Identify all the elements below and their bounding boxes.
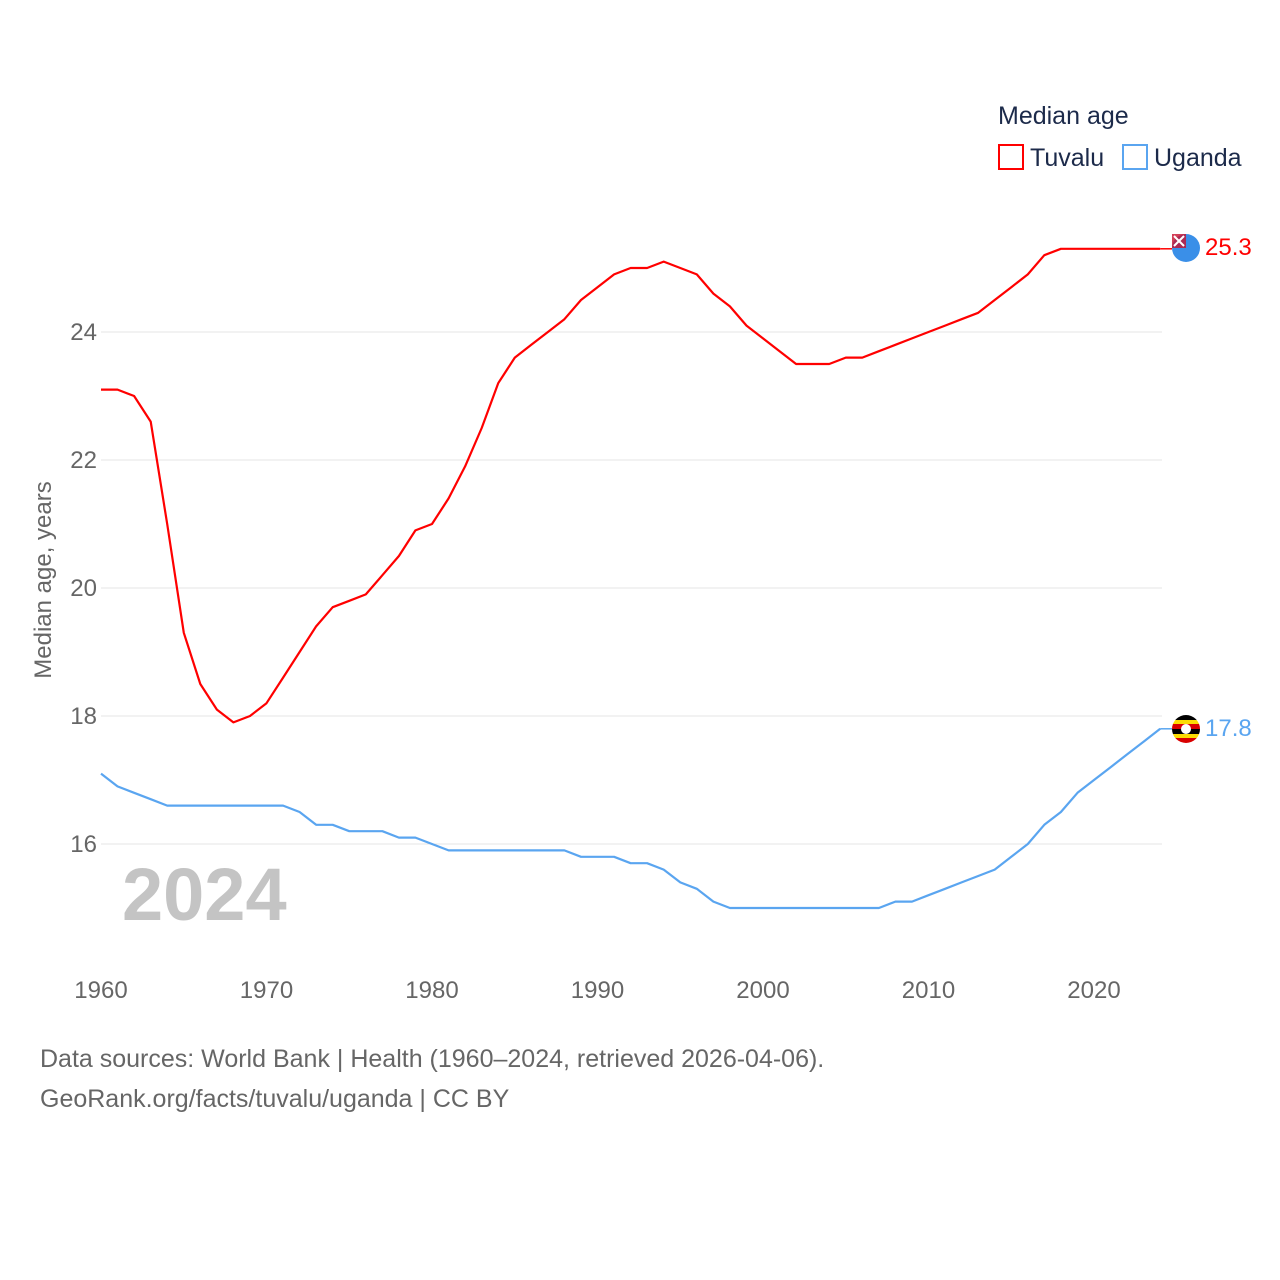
year-watermark: 2024 bbox=[122, 853, 287, 936]
series-line-tuvalu bbox=[101, 247, 1161, 724]
x-tick-label: 1960 bbox=[74, 977, 127, 1004]
x-tick-label: 2000 bbox=[736, 977, 789, 1004]
x-tick-label: 1980 bbox=[405, 977, 458, 1004]
y-axis-label: Median age, years bbox=[30, 481, 57, 678]
legend-swatch-tuvalu bbox=[998, 144, 1024, 170]
x-tick-label: 2010 bbox=[902, 977, 955, 1004]
legend-swatch-uganda bbox=[1122, 144, 1148, 170]
tuvalu-flag-icon bbox=[1172, 234, 1200, 262]
y-tick-label: 24 bbox=[70, 319, 97, 346]
x-tick-label: 2020 bbox=[1067, 977, 1120, 1004]
y-tick-label: 18 bbox=[70, 703, 97, 730]
legend-label-uganda[interactable]: Uganda bbox=[1154, 144, 1242, 172]
legend-title: Median age bbox=[998, 102, 1129, 130]
x-tick-label: 1990 bbox=[571, 977, 624, 1004]
y-tick-label: 20 bbox=[70, 575, 97, 602]
credit-link[interactable]: GeoRank.org/facts/tuvalu/uganda | CC BY bbox=[40, 1085, 510, 1113]
series-line-uganda bbox=[100, 727, 1161, 910]
y-tick-label: 22 bbox=[70, 447, 97, 474]
end-label-uganda: 17.8 bbox=[1205, 715, 1252, 742]
end-label-tuvalu: 25.3 bbox=[1205, 234, 1252, 261]
legend-label-tuvalu[interactable]: Tuvalu bbox=[1030, 144, 1104, 172]
uganda-flag-icon bbox=[1172, 715, 1200, 743]
y-tick-label: 16 bbox=[70, 831, 97, 858]
x-tick-label: 1970 bbox=[240, 977, 293, 1004]
data-source-note: Data sources: World Bank | Health (1960–… bbox=[40, 1045, 825, 1073]
